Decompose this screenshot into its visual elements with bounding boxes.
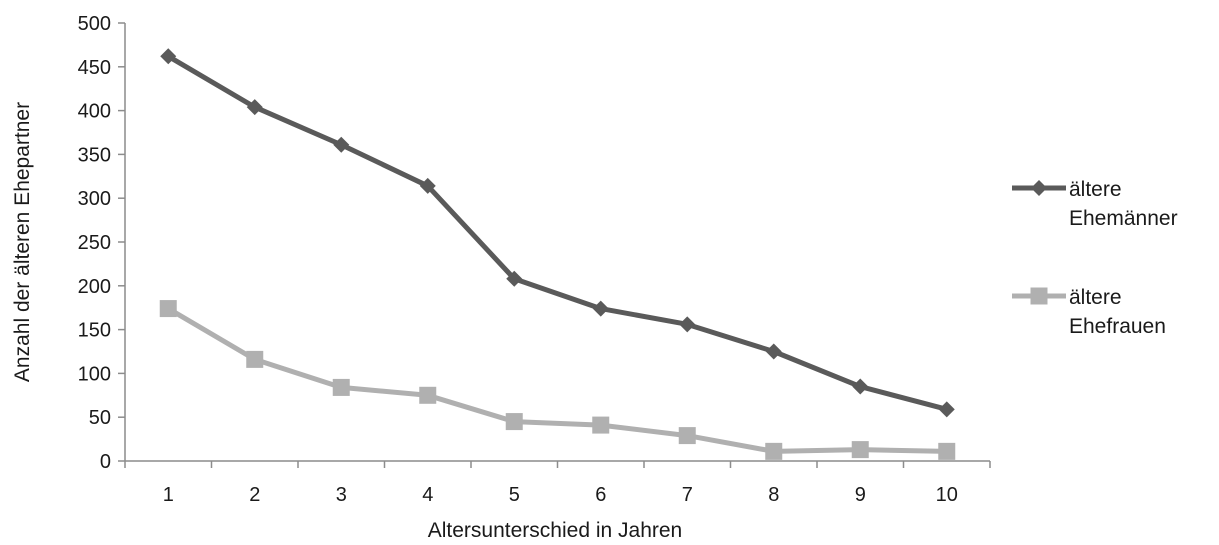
series-2 — [159, 300, 956, 460]
x-tick-label: 2 — [249, 484, 260, 506]
data-point — [938, 401, 955, 418]
x-tick-label: 4 — [422, 484, 433, 506]
y-tick-label: 100 — [78, 363, 111, 385]
data-point — [765, 343, 782, 360]
data-point — [592, 416, 610, 434]
x-tick-label: 7 — [682, 484, 693, 506]
legend-label: ältere — [1069, 178, 1122, 201]
legend: ältere Ehemänner ältere Ehefrauen — [1012, 178, 1178, 338]
y-tick-label: 500 — [78, 13, 111, 35]
legend-label: Ehefrauen — [1069, 315, 1166, 338]
axes — [124, 23, 990, 462]
data-point — [332, 378, 350, 396]
y-tick-label: 150 — [78, 320, 111, 342]
data-point — [246, 350, 264, 368]
data-point — [938, 442, 956, 460]
data-point — [506, 270, 523, 287]
data-point — [160, 48, 177, 65]
series-1 — [160, 48, 955, 418]
data-point — [765, 442, 783, 460]
x-tick-label: 5 — [509, 484, 520, 506]
legend-label: Ehemänner — [1069, 207, 1178, 230]
legend-marker — [1031, 180, 1047, 196]
data-point — [852, 378, 869, 395]
series-line — [166, 306, 947, 454]
x-tick-label: 6 — [595, 484, 606, 506]
y-ticks: 0 50 100 150 200 250 300 350 400 450 500 — [78, 13, 125, 473]
y-tick-label: 50 — [89, 407, 111, 429]
y-axis-title: Anzahl der älteren Ehepartner — [11, 102, 34, 382]
x-tick-label: 9 — [855, 484, 866, 506]
legend-item: ältere Ehemänner — [1012, 178, 1178, 230]
series-layer — [159, 48, 956, 460]
y-tick-label: 450 — [78, 57, 111, 79]
x-axis-title: Altersunterschied in Jahren — [428, 519, 682, 542]
data-point — [679, 316, 696, 333]
legend-item: ältere Ehefrauen — [1012, 286, 1166, 338]
data-point — [419, 177, 436, 194]
legend-marker — [1030, 287, 1048, 305]
y-tick-label: 250 — [78, 232, 111, 254]
y-tick-label: 300 — [78, 188, 111, 210]
y-tick-label: 0 — [100, 451, 111, 473]
x-tick-label: 8 — [768, 484, 779, 506]
data-point — [592, 300, 609, 317]
y-tick-label: 200 — [78, 276, 111, 298]
y-tick-label: 350 — [78, 144, 111, 166]
x-tick-label: 10 — [936, 484, 958, 506]
data-point — [851, 441, 869, 459]
legend-label: ältere — [1069, 286, 1122, 309]
data-point — [246, 99, 263, 116]
data-point — [419, 386, 437, 404]
data-point — [678, 427, 696, 445]
data-point — [159, 300, 177, 318]
x-tick-label: 3 — [336, 484, 347, 506]
data-point — [333, 136, 350, 153]
x-tick-label: 1 — [163, 484, 174, 506]
y-tick-label: 400 — [78, 101, 111, 123]
series-line — [166, 54, 948, 412]
x-ticks: 1 2 3 4 5 6 7 8 9 10 — [124, 461, 991, 506]
data-point — [505, 413, 523, 431]
